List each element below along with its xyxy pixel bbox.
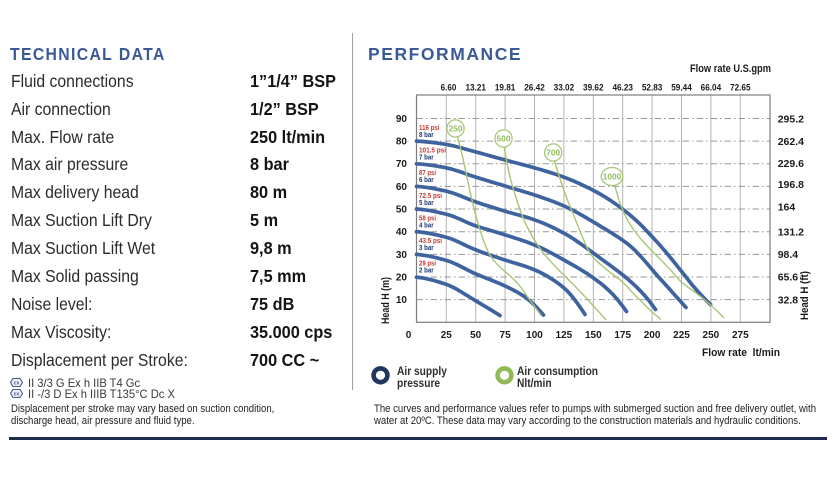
svg-text:4 bar: 4 bar (419, 222, 434, 229)
svg-text:295.2: 295.2 (778, 114, 804, 126)
svg-text:50: 50 (470, 330, 482, 341)
svg-text:70: 70 (396, 159, 408, 170)
svg-text:164: 164 (778, 201, 796, 213)
svg-text:εx: εx (14, 381, 21, 387)
svg-text:2 bar: 2 bar (419, 268, 434, 275)
svg-text:Head H (m): Head H (m) (380, 277, 392, 324)
svg-text:59.44: 59.44 (671, 83, 692, 93)
svg-text:700: 700 (546, 148, 560, 158)
svg-text:1000: 1000 (603, 172, 622, 182)
svg-text:80: 80 (396, 137, 408, 148)
svg-text:8 bar: 8 bar (419, 132, 434, 139)
svg-text:196.8: 196.8 (778, 179, 804, 191)
svg-text:52.83: 52.83 (642, 83, 663, 93)
svg-text:87 psi: 87 psi (419, 170, 436, 177)
svg-text:Flow rate lt/min: Flow rate lt/min (702, 347, 780, 359)
svg-text:29 psi: 29 psi (419, 261, 436, 268)
svg-text:101.5 psi: 101.5 psi (419, 148, 446, 155)
svg-text:0: 0 (406, 330, 412, 341)
svg-text:72.65: 72.65 (730, 83, 751, 93)
svg-text:19.81: 19.81 (495, 83, 516, 93)
svg-text:5 bar: 5 bar (419, 200, 434, 207)
svg-text:60: 60 (396, 182, 408, 193)
svg-text:125: 125 (556, 330, 573, 341)
svg-text:33.02: 33.02 (554, 83, 575, 93)
svg-text:3 bar: 3 bar (419, 245, 434, 252)
svg-text:43.5 psi: 43.5 psi (419, 238, 442, 245)
svg-text:13.21: 13.21 (465, 83, 486, 93)
svg-text:65.6: 65.6 (778, 272, 799, 284)
svg-text:250: 250 (703, 330, 720, 341)
svg-text:7 bar: 7 bar (419, 155, 434, 162)
svg-text:25: 25 (441, 330, 453, 341)
svg-text:72.5 psi: 72.5 psi (419, 193, 442, 200)
svg-text:175: 175 (614, 330, 631, 341)
svg-text:66.04: 66.04 (701, 83, 722, 93)
svg-text:131.2: 131.2 (778, 226, 804, 238)
svg-text:εx: εx (14, 392, 21, 398)
svg-text:Head H (ft): Head H (ft) (799, 271, 811, 320)
svg-text:Flow rate U.S.gpm: Flow rate U.S.gpm (690, 63, 771, 75)
svg-text:46.23: 46.23 (612, 83, 633, 93)
svg-text:500: 500 (497, 134, 511, 144)
svg-text:225: 225 (673, 330, 690, 341)
svg-text:262.4: 262.4 (778, 136, 804, 148)
svg-text:10: 10 (396, 295, 408, 306)
svg-text:100: 100 (526, 330, 543, 341)
svg-text:116 psi: 116 psi (419, 125, 440, 132)
svg-text:150: 150 (585, 330, 602, 341)
svg-text:75: 75 (500, 330, 512, 341)
svg-text:30: 30 (396, 250, 408, 261)
svg-text:250: 250 (449, 124, 463, 134)
svg-text:32.8: 32.8 (778, 294, 799, 306)
svg-text:6 bar: 6 bar (419, 177, 434, 184)
svg-text:20: 20 (396, 273, 408, 284)
svg-text:40: 40 (396, 227, 408, 238)
svg-text:26.42: 26.42 (524, 83, 545, 93)
svg-text:58 psi: 58 psi (419, 215, 436, 222)
svg-text:229.6: 229.6 (778, 158, 804, 170)
svg-text:200: 200 (644, 330, 661, 341)
svg-text:275: 275 (732, 330, 749, 341)
svg-text:39.62: 39.62 (583, 83, 604, 93)
svg-text:98.4: 98.4 (778, 249, 799, 261)
svg-text:90: 90 (396, 114, 408, 125)
svg-text:50: 50 (396, 205, 408, 216)
svg-text:6.60: 6.60 (441, 83, 457, 93)
